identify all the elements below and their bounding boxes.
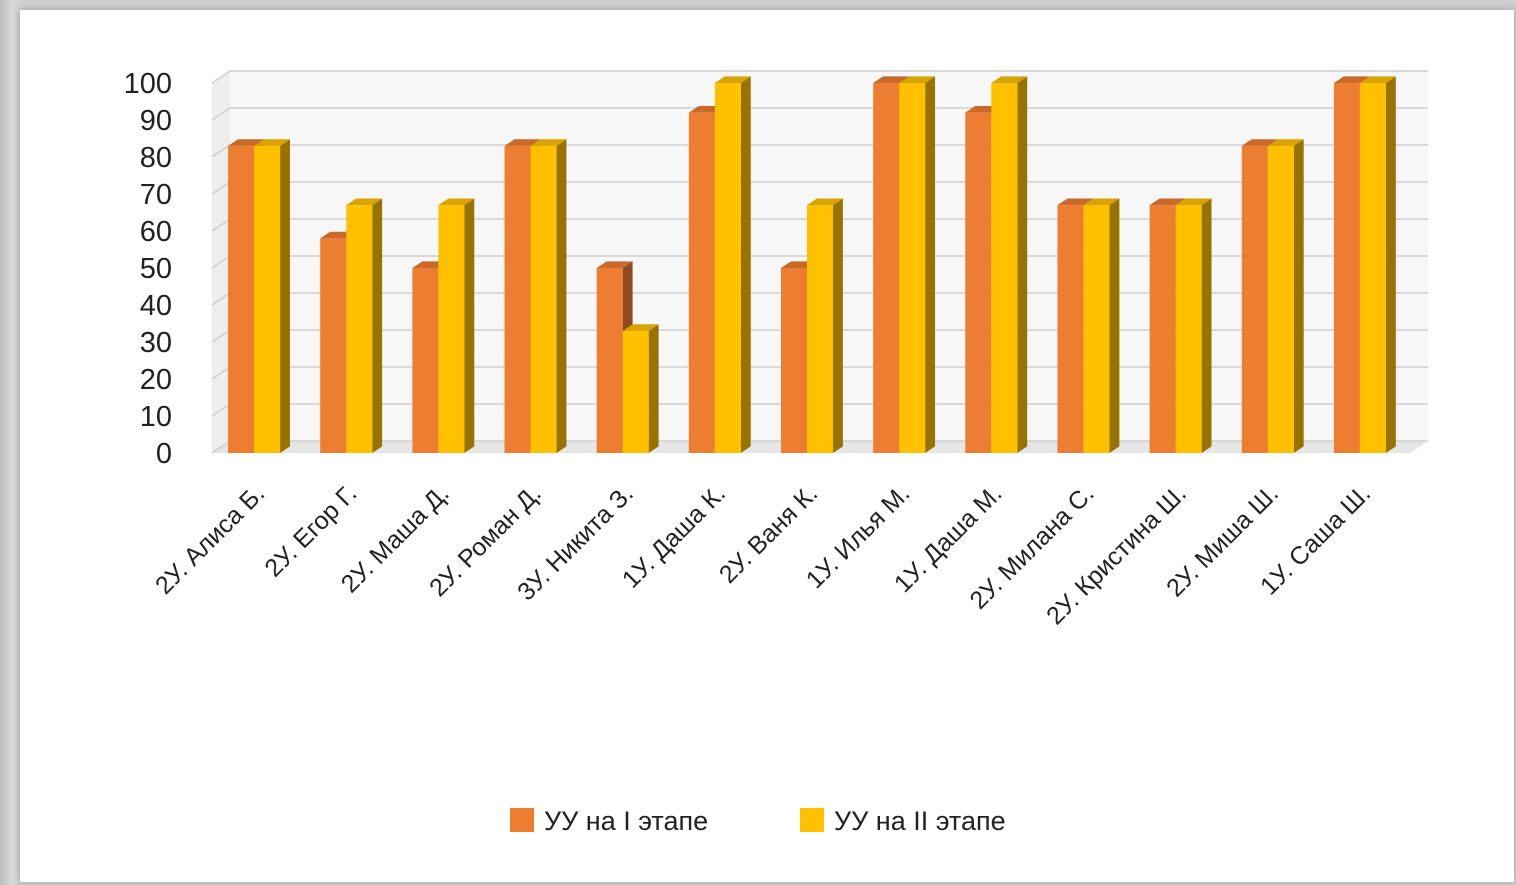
y-tick-label: 50 xyxy=(140,253,172,285)
bar-top xyxy=(1267,139,1304,146)
bar-top xyxy=(1057,198,1094,206)
bar-front xyxy=(504,145,531,453)
bar xyxy=(1175,198,1212,453)
y-tick-label: 60 xyxy=(140,216,172,248)
bar-front xyxy=(1175,205,1202,453)
bar-front xyxy=(228,145,255,453)
gridline xyxy=(211,107,1428,121)
bars xyxy=(228,76,1396,454)
bar-side xyxy=(1109,198,1120,453)
bar-side xyxy=(1017,76,1028,454)
bar-front xyxy=(1083,205,1110,453)
y-tick-label: 90 xyxy=(140,105,172,137)
y-tick-label: 10 xyxy=(140,401,172,433)
bar-side xyxy=(280,139,290,454)
bar-front xyxy=(530,145,557,453)
bar-top xyxy=(899,76,936,83)
bar xyxy=(254,139,290,454)
y-tick-label: 70 xyxy=(140,179,172,211)
bar-front xyxy=(991,83,1018,453)
bar-side xyxy=(1201,198,1212,453)
bar-top xyxy=(1359,76,1396,83)
bar xyxy=(622,324,659,453)
bar-top xyxy=(622,324,659,331)
bar-side xyxy=(740,76,751,454)
bar-front xyxy=(781,268,807,453)
bar-top xyxy=(1083,198,1120,206)
bar-top xyxy=(991,76,1028,83)
bar-top xyxy=(504,139,541,146)
bar-front xyxy=(596,268,623,453)
bar-front xyxy=(1149,205,1176,453)
bar-front xyxy=(1267,145,1294,453)
bar-top xyxy=(254,139,290,146)
bar-top xyxy=(228,139,264,146)
bar-top xyxy=(1175,198,1212,206)
bar xyxy=(991,76,1028,454)
legend-label: УУ на II этапе xyxy=(834,806,1006,836)
bar xyxy=(1359,76,1396,454)
y-tick-label: 100 xyxy=(124,68,172,100)
bar-front xyxy=(320,238,347,453)
bar-front xyxy=(254,145,281,453)
bar-side xyxy=(648,324,659,453)
bar xyxy=(530,139,567,454)
y-tick-label: 20 xyxy=(140,364,172,396)
bar-side xyxy=(833,198,843,453)
bar-side xyxy=(1385,76,1396,454)
bar-top xyxy=(873,76,910,83)
y-axis-ticks: 0 10 20 30 40 50 60 70 80 90 100 xyxy=(124,68,172,470)
bar-side xyxy=(925,76,936,454)
bar-side xyxy=(556,139,567,454)
bar-top xyxy=(714,76,751,83)
legend-swatch xyxy=(800,808,824,832)
bar-top xyxy=(530,139,567,146)
legend: УУ на I этапе УУ на II этапе xyxy=(510,806,1006,836)
y-tick-label: 30 xyxy=(140,327,172,359)
bar-side xyxy=(464,198,475,453)
bar-front xyxy=(438,205,465,453)
bar-top xyxy=(596,261,633,268)
x-axis-ticks: 2У. Алиса Б.2У. Егор Г.2У. Маша Д.2У. Ро… xyxy=(150,479,1376,630)
bar-top xyxy=(1149,198,1186,206)
bar-top xyxy=(346,198,383,206)
bar-front xyxy=(688,112,715,453)
bar-front xyxy=(1333,83,1360,453)
y-tick-label: 80 xyxy=(140,142,172,174)
bar-front xyxy=(714,83,741,453)
legend-item: УУ на II этапе xyxy=(800,806,1006,836)
bar-top xyxy=(807,198,843,206)
bar-front xyxy=(346,205,373,453)
bar-front xyxy=(412,268,439,453)
legend-item: УУ на I этапе xyxy=(510,806,708,836)
bar-top xyxy=(1333,76,1370,83)
bar-side xyxy=(372,198,383,453)
bar xyxy=(899,76,936,454)
x-tick-label: 2У. Алиса Б. xyxy=(150,479,270,599)
legend-swatch xyxy=(510,808,534,832)
bar-front xyxy=(873,83,900,453)
y-tick-label: 40 xyxy=(140,290,172,322)
bar-top xyxy=(1241,139,1278,146)
bar xyxy=(807,198,843,453)
bar-front xyxy=(622,330,649,453)
legend-label: УУ на I этапе xyxy=(544,806,708,836)
gridline xyxy=(211,70,1428,84)
bar-front xyxy=(807,205,833,453)
bar-side xyxy=(1293,139,1304,454)
y-tick-label: 0 xyxy=(156,438,172,470)
bar xyxy=(1083,198,1120,453)
bar-front xyxy=(899,83,926,453)
bar xyxy=(346,198,383,453)
bar-front xyxy=(1057,205,1084,453)
bar-front xyxy=(1241,145,1268,453)
bar-top xyxy=(438,198,475,206)
bar xyxy=(438,198,475,453)
bar xyxy=(714,76,751,454)
bar xyxy=(1267,139,1304,454)
bar-front xyxy=(965,112,992,453)
bar-front xyxy=(1359,83,1386,453)
